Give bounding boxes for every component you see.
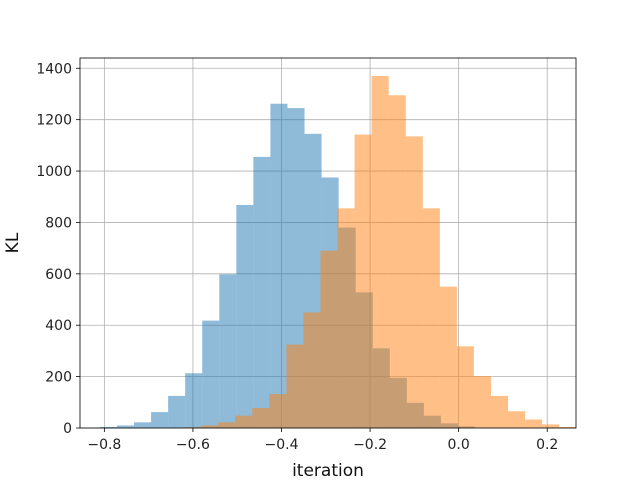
histogram-bar xyxy=(201,425,219,428)
histogram-bar xyxy=(542,424,560,428)
histogram-bar xyxy=(253,156,271,428)
histogram-bar xyxy=(508,411,526,428)
histogram-bar xyxy=(559,426,577,428)
y-tick-label: 600 xyxy=(45,267,72,283)
histogram-bar xyxy=(236,204,254,428)
histogram-bar xyxy=(439,286,457,428)
histogram-bar xyxy=(303,312,321,428)
histogram-bar xyxy=(473,376,491,428)
histogram-bar xyxy=(218,422,236,428)
y-tick-label: 800 xyxy=(45,215,72,231)
histogram-bar xyxy=(405,136,423,429)
histogram-bar xyxy=(270,103,288,428)
histogram-bar xyxy=(116,425,135,428)
histogram-bar xyxy=(286,344,304,428)
histogram-bar xyxy=(134,422,152,428)
x-tick-label: 0.2 xyxy=(536,437,558,453)
histogram-bar xyxy=(219,274,237,428)
x-tick-label: −0.4 xyxy=(265,437,299,453)
histogram-bar xyxy=(168,395,186,428)
histogram-bar xyxy=(320,250,338,428)
x-tick-label: −0.6 xyxy=(176,437,210,453)
y-tick-label: 200 xyxy=(45,370,72,386)
histogram-bar xyxy=(354,134,372,428)
axis-ticks: −0.8 −0.6 −0.4 −0.2 0.0 0.2 0 200 400 600 800 1000 1… xyxy=(36,61,558,453)
x-axis-label: iteration xyxy=(292,461,364,480)
y-tick-label: 0 xyxy=(63,421,72,437)
histogram-bar xyxy=(388,95,406,428)
y-tick-label: 400 xyxy=(45,318,72,334)
histogram-bar xyxy=(185,373,203,428)
y-tick-label: 1000 xyxy=(36,164,72,180)
y-tick-label: 1400 xyxy=(36,61,72,77)
histogram-bar xyxy=(202,320,220,428)
x-tick-label: −0.2 xyxy=(353,437,387,453)
histogram-bar xyxy=(235,415,253,428)
histogram-bar xyxy=(151,412,169,428)
x-tick-label: −0.8 xyxy=(87,437,121,453)
histogram-bar xyxy=(99,426,117,428)
plot-frame xyxy=(79,57,577,429)
histogram-bars xyxy=(99,75,577,429)
histogram-bar xyxy=(371,75,389,428)
histogram-bar xyxy=(252,407,270,428)
histogram-bar xyxy=(422,208,440,428)
histogram-bar xyxy=(269,394,287,428)
histogram-bar xyxy=(337,208,355,428)
histogram-bar xyxy=(490,395,509,428)
histogram-bar xyxy=(525,419,543,428)
histogram-bar xyxy=(456,346,474,428)
y-axis-label: KL xyxy=(3,232,23,253)
x-tick-label: 0.0 xyxy=(448,437,470,453)
series-1-bars xyxy=(184,75,577,429)
y-tick-label: 1200 xyxy=(36,113,72,129)
